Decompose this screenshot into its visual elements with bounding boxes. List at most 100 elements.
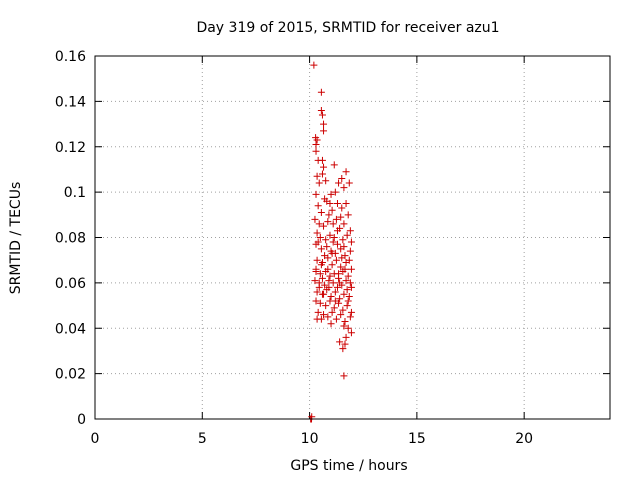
data-point bbox=[340, 372, 348, 380]
data-point bbox=[316, 270, 324, 278]
data-point bbox=[346, 313, 354, 321]
data-point bbox=[341, 317, 349, 325]
data-point bbox=[313, 288, 321, 296]
data-point bbox=[329, 279, 337, 287]
data-point bbox=[330, 304, 338, 312]
x-tick-label: 5 bbox=[198, 431, 207, 447]
x-tick-label: 15 bbox=[408, 431, 426, 447]
data-point bbox=[322, 302, 330, 310]
data-point bbox=[318, 111, 326, 119]
data-point bbox=[333, 283, 341, 291]
data-point bbox=[320, 311, 328, 319]
data-point bbox=[315, 283, 323, 291]
data-point bbox=[313, 172, 321, 180]
data-point bbox=[331, 288, 339, 296]
data-point bbox=[338, 175, 346, 183]
data-point bbox=[324, 218, 332, 226]
y-tick-label: 0.12 bbox=[55, 140, 86, 156]
data-point bbox=[343, 286, 351, 294]
data-point bbox=[316, 299, 324, 307]
data-point bbox=[341, 340, 349, 348]
data-point bbox=[330, 161, 338, 169]
data-point bbox=[311, 277, 319, 285]
data-point bbox=[325, 211, 333, 219]
data-point bbox=[320, 120, 328, 128]
data-point bbox=[312, 268, 320, 276]
data-point bbox=[346, 227, 354, 235]
data-point bbox=[347, 265, 355, 273]
data-point bbox=[317, 315, 325, 323]
grid bbox=[95, 56, 610, 419]
data-point bbox=[317, 261, 325, 269]
data-point bbox=[324, 313, 332, 321]
data-point bbox=[326, 199, 334, 207]
data-point bbox=[328, 261, 336, 269]
data-point bbox=[345, 292, 353, 300]
data-point bbox=[327, 190, 335, 198]
data-point bbox=[338, 254, 346, 262]
data-point bbox=[347, 283, 355, 291]
data-point bbox=[331, 188, 339, 196]
data-point bbox=[329, 238, 337, 246]
data-point bbox=[312, 190, 320, 198]
data-point bbox=[339, 306, 347, 314]
data-point bbox=[341, 265, 349, 273]
data-point bbox=[346, 247, 354, 255]
data-point bbox=[318, 274, 326, 282]
data-point bbox=[347, 238, 355, 246]
data-point bbox=[326, 272, 334, 280]
data-point bbox=[343, 231, 351, 239]
data-point bbox=[317, 245, 325, 253]
data-point bbox=[344, 211, 352, 219]
data-point bbox=[347, 329, 355, 337]
data-point bbox=[327, 292, 335, 300]
y-tick-label: 0.04 bbox=[55, 321, 86, 337]
data-point bbox=[337, 311, 345, 319]
data-point bbox=[328, 249, 336, 257]
data-point bbox=[318, 170, 326, 178]
data-point bbox=[331, 297, 339, 305]
data-point bbox=[327, 320, 335, 328]
data-point bbox=[328, 206, 336, 214]
data-point bbox=[342, 333, 350, 341]
data-point bbox=[346, 279, 354, 287]
data-point bbox=[332, 215, 340, 223]
data-point bbox=[314, 202, 322, 210]
data-point bbox=[326, 231, 334, 239]
data-point bbox=[335, 179, 343, 187]
data-point bbox=[312, 140, 320, 148]
data-point bbox=[323, 243, 331, 251]
data-point bbox=[336, 338, 344, 346]
data-point bbox=[311, 215, 319, 223]
data-point bbox=[324, 265, 332, 273]
data-point bbox=[333, 227, 341, 235]
data-point bbox=[342, 168, 350, 176]
data-points bbox=[307, 61, 355, 423]
y-tick-label: 0.02 bbox=[55, 367, 86, 383]
data-point bbox=[337, 213, 345, 221]
data-point bbox=[343, 302, 351, 310]
plot-frame bbox=[94, 55, 611, 420]
data-point bbox=[325, 283, 333, 291]
data-point bbox=[321, 252, 329, 260]
data-point bbox=[340, 322, 348, 330]
data-point bbox=[337, 263, 345, 271]
data-point bbox=[313, 256, 321, 264]
data-point bbox=[338, 204, 346, 212]
data-point bbox=[339, 345, 347, 353]
y-axis-title: SRMTID / TECUs bbox=[8, 182, 24, 295]
y-tick-label: 0.1 bbox=[64, 185, 86, 201]
x-tick-label: 10 bbox=[301, 431, 319, 447]
data-point bbox=[335, 270, 343, 278]
data-point bbox=[336, 279, 344, 287]
data-point bbox=[315, 220, 323, 228]
data-point bbox=[336, 295, 344, 303]
data-point bbox=[313, 229, 321, 237]
data-point bbox=[322, 236, 330, 244]
data-point bbox=[344, 272, 352, 280]
data-point bbox=[347, 308, 355, 316]
data-point bbox=[340, 290, 348, 298]
data-point bbox=[332, 315, 340, 323]
data-point bbox=[340, 243, 348, 251]
data-point bbox=[333, 199, 341, 207]
